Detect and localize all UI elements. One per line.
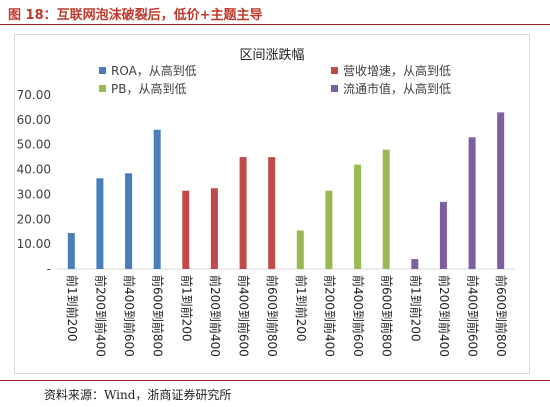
x-axis-labels: 前1到前200 前200到前400 前400到前600 前600到前800 前1到前20… [65, 275, 509, 357]
x-tick-label: 前600到前800 [151, 275, 166, 357]
bar [96, 178, 104, 269]
x-tick-label: 前200到前400 [208, 275, 223, 357]
legend-label: 流通市值，从高到低 [343, 81, 451, 96]
x-tick-label: 前400到前600 [466, 275, 481, 357]
x-tick-label: 前200到前400 [93, 275, 108, 357]
bar [468, 137, 476, 269]
legend-swatch [99, 85, 106, 92]
bar [153, 129, 161, 269]
y-tick-label: 70.00 [17, 88, 51, 102]
y-axis: - 10.00 20.00 30.00 40.00 50.00 60.00 70.00 [17, 88, 51, 276]
figure-title: 图 18：互联网泡沫破裂后，低价+主题主导 [8, 8, 263, 23]
x-tick-label: 前1到前200 [179, 275, 194, 342]
bar [325, 190, 333, 269]
legend: ROA，从高到低 营收增速，从高到低 PB，从高到低 流通市值，从高到低 [99, 63, 451, 96]
bar [354, 164, 362, 269]
bar [439, 201, 447, 269]
y-tick-label: 30.00 [17, 187, 51, 201]
x-tick-label: 前600到前800 [494, 275, 509, 357]
source-rule [0, 380, 550, 381]
bar [411, 259, 419, 269]
bar [67, 233, 75, 269]
legend-label: PB，从高到低 [111, 81, 186, 96]
y-tick-label: - [47, 262, 51, 276]
x-tick-label: 前600到前800 [265, 275, 280, 357]
legend-label: 营收增速，从高到低 [343, 63, 451, 78]
legend-label: ROA，从高到低 [111, 63, 197, 78]
bar [296, 230, 304, 269]
y-tick-label: 50.00 [17, 138, 51, 152]
y-tick-label: 10.00 [17, 237, 51, 251]
legend-swatch [331, 67, 338, 74]
source-note: 资料来源：Wind，浙商证券研究所 [44, 388, 232, 402]
x-tick-label: 前400到前600 [351, 275, 366, 357]
chart-title: 区间涨跌幅 [239, 47, 304, 63]
x-tick-label: 前200到前400 [322, 275, 337, 357]
bar [182, 190, 190, 269]
y-tick-label: 20.00 [17, 212, 51, 226]
x-tick-label: 前200到前400 [437, 275, 452, 357]
bar [382, 149, 390, 269]
y-tick-label: 40.00 [17, 163, 51, 177]
x-tick-label: 前600到前800 [380, 275, 395, 357]
x-tick-label: 前1到前200 [294, 275, 309, 342]
x-tick-label: 前400到前600 [237, 275, 252, 357]
bar [125, 173, 133, 269]
y-tick-label: 60.00 [17, 113, 51, 127]
x-tick-label: 前1到前200 [408, 275, 423, 342]
bar [210, 188, 218, 269]
legend-swatch [99, 67, 106, 74]
bar [239, 157, 247, 269]
x-tick-label: 前400到前600 [122, 275, 137, 357]
legend-swatch [331, 85, 338, 92]
title-rule [0, 24, 550, 25]
bars [67, 112, 505, 270]
chart-frame: 区间涨跌幅 ROA，从高到低 营收增速，从高到低 PB，从高到低 流通市值，从高到低 … [14, 34, 530, 374]
bar [497, 112, 505, 270]
bar [268, 157, 276, 269]
x-tick-label: 前1到前200 [65, 275, 80, 342]
